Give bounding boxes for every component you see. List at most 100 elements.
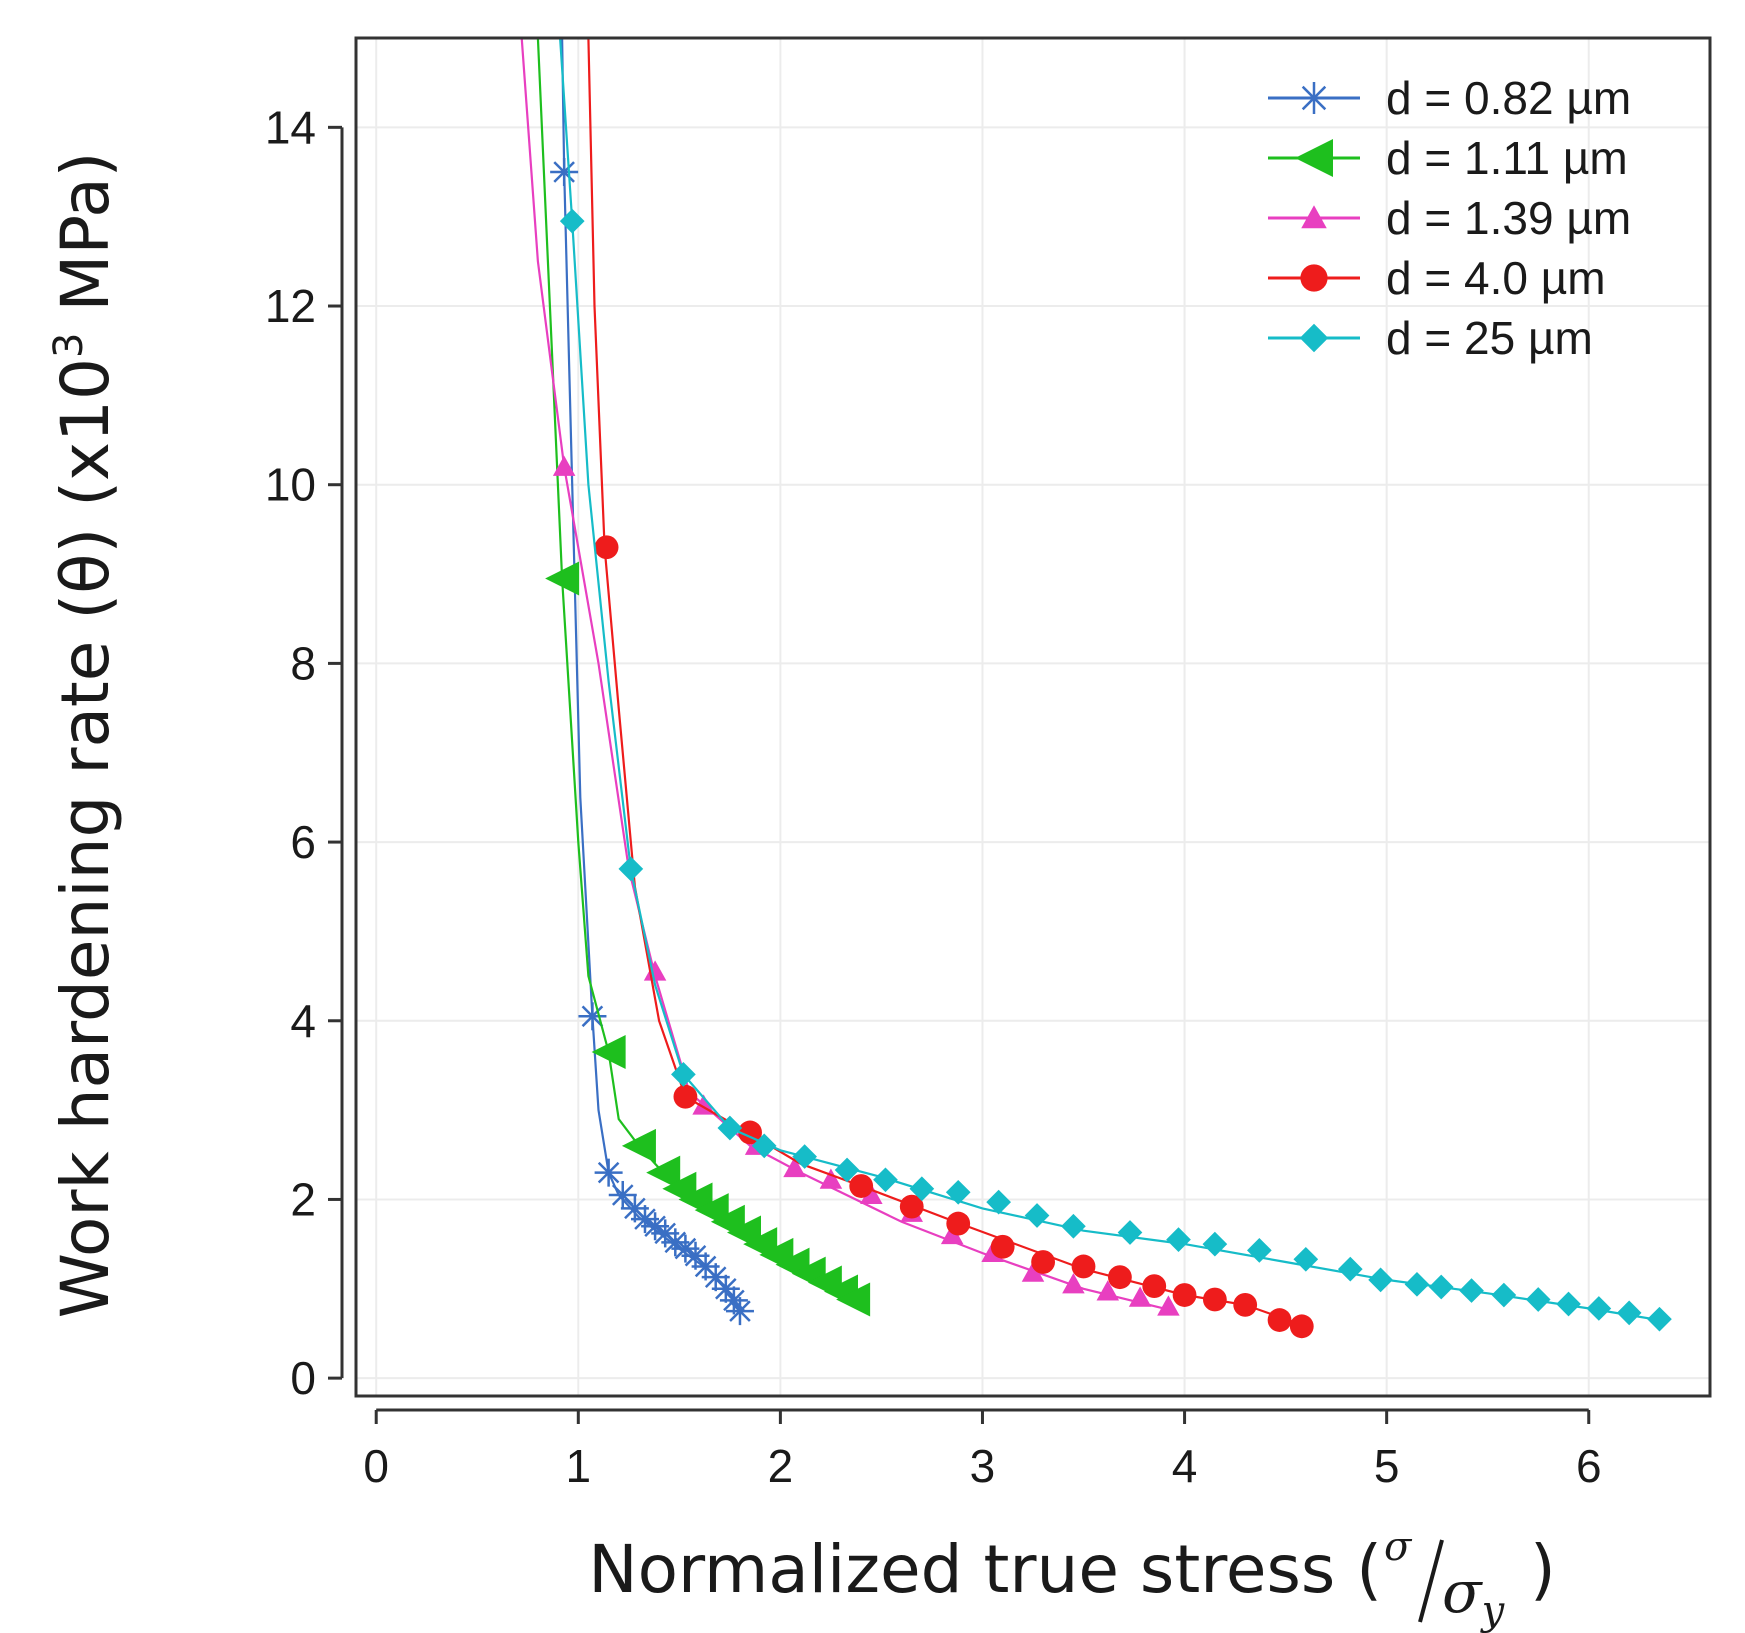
legend-label: d = 4.0 µm [1386,252,1606,304]
circle-shape [899,1194,924,1219]
y-tick-label: 2 [290,1173,316,1225]
diamond-shape [909,1176,935,1202]
legend-marker [1301,205,1327,229]
diamond-shape [1491,1282,1517,1308]
series-marker [1491,1282,1517,1308]
y-axis-title: Work hardening rate (θ) (x103 MPa) [46,152,124,1319]
asterisk-stroke [597,1161,620,1184]
series-marker [1172,1283,1197,1307]
series-marker [860,1183,883,1204]
series-marker [578,1002,607,1031]
series-marker [608,1180,637,1209]
triangle-up-shape [643,960,667,981]
asterisk-stroke [694,1255,717,1278]
y-axis-title-superscript: 3 [46,333,92,358]
circle-shape [1289,1314,1314,1339]
asterisk-stroke [553,161,575,183]
series-line [559,38,1660,1322]
legend-marker [1300,264,1328,292]
circle-shape [1107,1265,1132,1290]
x-tick-label: 3 [970,1440,996,1492]
y-tick-label: 12 [265,280,316,332]
legend-entry: d = 4.0 µm [1268,252,1606,304]
series-marker [1157,1295,1180,1316]
series-marker [819,1168,843,1189]
diamond-shape [1299,323,1329,353]
series-marker [849,1174,874,1198]
y-axis-title-main: Work hardening rate (θ) (x10 [47,358,124,1318]
diamond-shape [1202,1231,1228,1257]
legend-marker [1295,139,1333,177]
series-marker [946,1211,971,1236]
triangle-up-shape [783,1156,806,1178]
series-marker [783,1156,806,1178]
series-marker [1202,1231,1228,1257]
series-marker [1459,1278,1484,1303]
triangle-left-shape [1295,139,1333,177]
series-marker [552,455,576,476]
series-marker [1616,1300,1642,1326]
series-marker [873,1167,898,1193]
circle-shape [1267,1308,1292,1332]
series-marker [1404,1271,1430,1297]
legend-label: d = 0.82 µm [1386,72,1631,124]
diamond-shape [1117,1220,1143,1245]
series-marker [899,1194,924,1219]
x-axis-title-denominator-subscript: y [1480,1588,1506,1633]
diamond-shape [1525,1287,1551,1312]
x-axis-title-fraction-slash [1418,1539,1444,1623]
legend-label: d = 1.39 µm [1386,192,1631,244]
y-tick-label: 8 [290,637,316,689]
asterisk-stroke [723,1289,745,1312]
series-marker [717,1115,743,1141]
series-marker [1428,1274,1454,1300]
series-marker [594,535,619,560]
asterisk-stroke [664,1231,687,1254]
diamond-shape [1586,1296,1612,1321]
asterisk-stroke [1301,85,1327,111]
diamond-shape [792,1144,817,1169]
series-marker [751,1133,777,1159]
asterisk-stroke [684,1244,707,1267]
asterisk-stroke [634,1208,656,1230]
diamond-shape [751,1133,777,1159]
diamond-shape [559,208,585,234]
series-marker [1233,1292,1258,1317]
series-marker [1142,1274,1167,1299]
plot-frame [354,36,1712,1398]
series-1 [536,38,871,1317]
legend-entry: d = 25 µm [1268,312,1593,364]
x-tick-label: 5 [1374,1440,1400,1492]
triangle-up-shape [1301,205,1327,229]
series-marker [1061,1213,1086,1239]
x-tick-label: 6 [1576,1440,1602,1492]
circle-shape [1031,1250,1056,1274]
diamond-shape [1166,1227,1191,1253]
series-marker [671,1062,696,1087]
series-marker [909,1176,935,1202]
x-axis-title-denominator: σy [1442,1558,1506,1633]
series-marker [792,1144,817,1169]
series-marker [591,1035,626,1070]
series-marker [621,1128,656,1163]
circle-shape [1142,1274,1167,1299]
series-marker [1128,1286,1152,1307]
diamond-shape [873,1167,898,1193]
series-marker [559,208,585,234]
series-marker [1267,1308,1292,1332]
series-marker [836,1282,871,1317]
legend-marker [1298,82,1330,114]
x-axis-title-denominator-symbol: σ [1442,1558,1483,1626]
diamond-shape [1293,1246,1319,1272]
diamond-shape [1024,1203,1050,1228]
series-marker [1337,1256,1363,1282]
diamond-shape [1556,1291,1581,1317]
x-axis-title-close: ) [1530,1531,1556,1608]
triangle-up-shape [552,455,576,476]
series-clip-group [520,38,1672,1339]
x-axis-title-main: Normalized true stress ( [588,1531,1382,1608]
circle-shape [1202,1287,1227,1312]
diamond-shape [1337,1256,1363,1282]
